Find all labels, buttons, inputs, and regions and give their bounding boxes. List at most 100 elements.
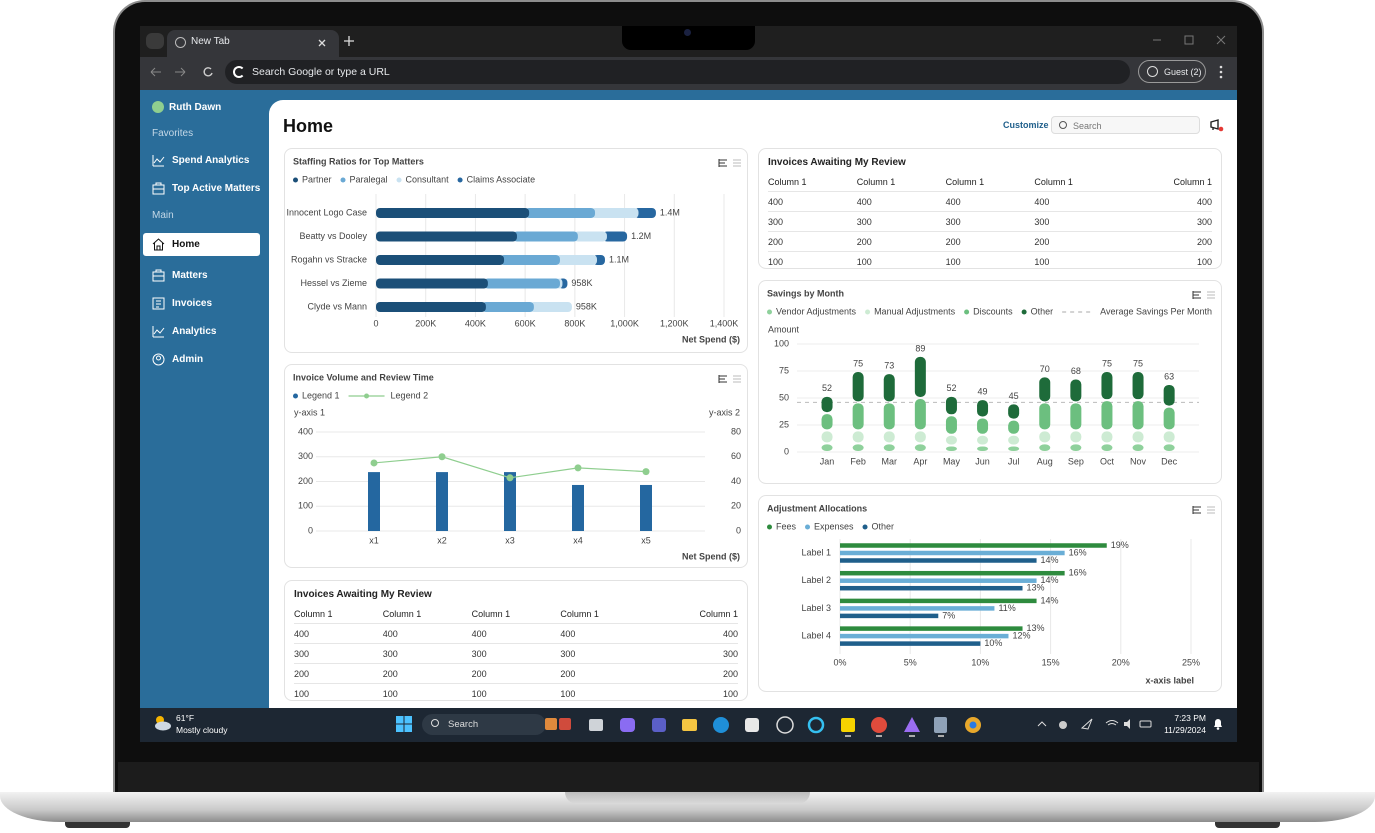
value-label: 11% — [998, 603, 1015, 613]
chart-card: Staffing Ratios for Top Matters Partner Pa… — [284, 148, 748, 353]
search-placeholder: Search — [1073, 121, 1102, 131]
legend-swatch — [364, 393, 370, 399]
legend-swatch — [805, 524, 811, 530]
bar-segment — [376, 231, 517, 242]
table-cell: 200 — [471, 663, 561, 684]
nav-item[interactable]: Top Active Matters — [152, 182, 260, 195]
bar-segment — [483, 278, 560, 289]
window-controls[interactable] — [1150, 34, 1230, 46]
profile-button[interactable]: Guest (2) — [1138, 60, 1206, 83]
bar-segment — [376, 278, 488, 289]
y-tick-label: 25 — [779, 419, 789, 429]
table-row: 300 300 300 300 300 — [294, 643, 738, 664]
search-icon — [431, 719, 439, 727]
legend-label: Partner — [302, 174, 332, 184]
column-header: Column 1 — [294, 604, 383, 624]
nav-item[interactable]: Spend Analytics — [152, 154, 249, 167]
taskbar-apps[interactable] — [545, 714, 985, 738]
table-cell: 200 — [1034, 231, 1124, 252]
total-label: 52 — [822, 383, 832, 393]
table-row: 300 300 300 300 300 — [768, 211, 1212, 232]
bar — [840, 570, 1065, 576]
nav-label: Matters — [172, 270, 208, 281]
legend-label: Legend 2 — [391, 390, 429, 400]
nav-buttons[interactable] — [148, 64, 218, 80]
tab[interactable]: New Tab — [167, 30, 339, 57]
bar — [436, 472, 448, 531]
announcements[interactable] — [1209, 118, 1225, 132]
x-axis-label: Net Spend ($) — [682, 551, 740, 561]
legend-label: Other — [1031, 306, 1054, 316]
table: Column 1 Column 1 Column 1 Column 1 Column 1… — [768, 172, 1212, 271]
value-label: 19% — [1111, 540, 1129, 550]
search-box[interactable]: Search — [1051, 116, 1200, 134]
taskbar-search[interactable]: Search — [422, 714, 546, 735]
legend-label: Consultant — [406, 174, 450, 184]
column-header: Column 1 — [382, 604, 472, 624]
nav-item[interactable]: Matters — [152, 269, 208, 282]
nav-item[interactable]: Admin — [152, 353, 203, 366]
legend-swatch — [293, 177, 298, 183]
bar-segment — [1132, 444, 1144, 451]
x-tick-label: 800K — [564, 318, 585, 328]
total-label: 49 — [978, 386, 988, 396]
y-tick-label: 200 — [298, 476, 313, 486]
weather: Mostly cloudy — [176, 725, 228, 735]
value-label: 14% — [1041, 575, 1059, 585]
bar-segment — [1039, 444, 1051, 451]
y-tick-label: 50 — [779, 392, 789, 402]
bar-segment — [821, 396, 833, 413]
table-cell: 100 — [945, 256, 961, 267]
bar — [840, 626, 1023, 631]
bar — [840, 606, 995, 611]
bar — [840, 633, 1009, 639]
address-bar[interactable]: Search Google or type a URL — [225, 60, 1130, 84]
category-label: Innocent Logo Case — [286, 207, 367, 217]
legend-label: Discounts — [973, 306, 1013, 316]
new-tab[interactable] — [343, 35, 355, 47]
tab-close[interactable] — [317, 38, 327, 48]
category-label: Clyde vs Mann — [307, 301, 367, 311]
table: Column 1 Column 1 Column 1 Column 1 Column 1… — [294, 604, 738, 703]
nav-item[interactable]: Home — [152, 238, 200, 251]
legend-label: Fees — [776, 521, 797, 531]
hinge — [118, 762, 1259, 794]
x-tick-label: 0% — [833, 657, 846, 667]
column-header: Column 1 — [649, 604, 738, 624]
menu[interactable] — [1218, 64, 1224, 80]
bar-segment — [883, 374, 895, 402]
legend-label: Expenses — [814, 521, 854, 531]
bar-segment — [529, 302, 572, 312]
value-label: 16% — [1069, 568, 1087, 578]
bar — [840, 585, 1023, 591]
table-cell: 300 — [649, 643, 738, 664]
bar-segment — [555, 255, 598, 265]
address-placeholder: Search Google or type a URL — [252, 66, 390, 78]
x-tick-label: 400K — [465, 318, 486, 328]
legend-swatch — [293, 393, 298, 399]
tab-search-button[interactable] — [146, 33, 164, 49]
x-tick-label: 5% — [904, 657, 917, 667]
start-button[interactable] — [396, 716, 412, 732]
nav-item[interactable]: Analytics — [152, 325, 216, 338]
y2-axis-label: y-axis 2 — [709, 407, 740, 417]
table-view-icon — [1207, 506, 1215, 514]
system-tray[interactable] — [1036, 717, 1156, 731]
customize-link[interactable]: Customize — [1003, 120, 1049, 130]
table-view-icon — [1207, 291, 1215, 299]
x-tick-label: Mar — [882, 456, 898, 466]
table-cell: 400 — [1123, 191, 1212, 212]
bar-segment — [945, 446, 957, 451]
chart: Savings by Month Vendor Adjustments Manual… — [767, 288, 1215, 466]
x-tick-label: 10% — [971, 657, 989, 667]
value-label: 14% — [1041, 555, 1059, 565]
bar-segment — [500, 255, 560, 265]
x-tick-label: Nov — [1130, 456, 1147, 466]
notifications[interactable] — [1212, 717, 1224, 730]
bar-segment — [821, 444, 833, 451]
table-cell: 400 — [1034, 191, 1124, 212]
table-cell: 400 — [294, 623, 383, 644]
nav-item[interactable]: Invoices — [152, 297, 212, 310]
legend-label: Claims Associate — [467, 174, 536, 184]
bar-segment — [945, 396, 957, 415]
